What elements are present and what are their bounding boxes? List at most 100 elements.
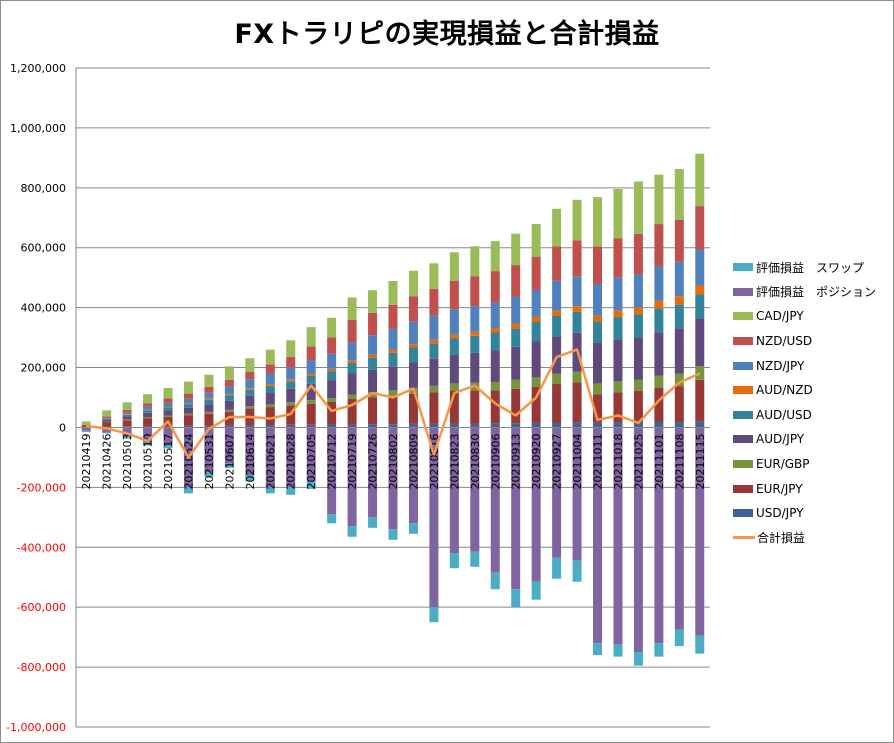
legend-item: NZD/USD	[733, 329, 876, 354]
bar-cad-jpy	[265, 349, 275, 365]
bar-cad-jpy	[408, 270, 418, 297]
bar-nzd-jpy	[368, 335, 378, 355]
bar-usd-jpy	[183, 425, 193, 428]
bar-aud-jpy	[388, 366, 398, 391]
bar-swap-loss	[122, 436, 132, 439]
bar-usd-jpy	[163, 425, 173, 428]
legend-swatch	[733, 386, 753, 395]
bar-cad-jpy	[368, 290, 378, 313]
bar-eur-jpy	[490, 390, 500, 424]
x-tick-label: 20211025	[632, 433, 645, 489]
bar-position-loss	[347, 427, 357, 527]
bar-nzd-jpy	[306, 360, 316, 374]
bar-position-loss	[306, 427, 316, 482]
bar-eur-jpy	[511, 388, 521, 424]
x-tick-label: 20210719	[346, 433, 359, 489]
bar-eur-jpy	[552, 384, 562, 423]
x-tick-label: 20210426	[101, 433, 114, 489]
x-tick-label: 20210920	[530, 433, 543, 489]
bar-eur-gbp	[204, 411, 214, 414]
bar-eur-jpy	[327, 401, 337, 425]
bar-cad-jpy	[388, 280, 398, 305]
bar-aud-jpy	[531, 341, 541, 378]
bar-nzd-jpy	[552, 280, 562, 311]
bar-aud-jpy	[286, 388, 296, 403]
bar-cad-jpy	[347, 297, 357, 320]
bar-usd-jpy	[286, 424, 296, 428]
bar-swap-loss	[102, 431, 112, 434]
bar-position-loss	[552, 427, 562, 558]
bar-eur-jpy	[531, 387, 541, 423]
bar-nzd-usd	[163, 398, 173, 403]
bar-nzd-jpy	[593, 283, 603, 316]
bar-aud-usd	[204, 399, 214, 405]
bar-usd-jpy	[572, 422, 582, 428]
bar-aud-jpy	[327, 380, 337, 399]
bar-usd-jpy	[470, 423, 480, 428]
bar-nzd-jpy	[572, 276, 582, 307]
bar-cad-jpy	[327, 317, 337, 338]
legend-swatch	[733, 312, 753, 321]
bar-swap-loss	[286, 487, 296, 495]
bar-nzd-usd	[122, 409, 132, 413]
bar-swap-loss	[327, 514, 337, 524]
bar-cad-jpy	[306, 327, 316, 347]
bar-nzd-jpy	[327, 353, 337, 369]
bar-swap-loss	[449, 553, 459, 569]
legend-item: 評価損益 ポジション	[733, 280, 876, 305]
bar-position-loss	[388, 427, 398, 530]
bar-swap-loss	[429, 607, 439, 623]
bar-nzd-jpy	[531, 289, 541, 317]
x-tick-label: 20210823	[448, 433, 461, 489]
bar-usd-jpy	[674, 422, 684, 428]
bar-aud-jpy	[654, 332, 664, 376]
bar-position-loss	[368, 427, 378, 518]
bar-aud-nzd	[286, 379, 296, 382]
bar-position-loss	[695, 427, 705, 636]
bar-eur-gbp	[368, 392, 378, 398]
bar-aud-jpy	[224, 400, 234, 410]
bar-aud-jpy	[163, 410, 173, 416]
y-tick-label: -1,000,000	[6, 721, 66, 734]
bar-aud-nzd	[552, 310, 562, 317]
bar-aud-usd	[674, 304, 684, 329]
bar-swap-loss	[265, 487, 275, 494]
bar-nzd-usd	[613, 238, 623, 278]
legend-label: CAD/JPY	[756, 309, 804, 324]
bar-eur-gbp	[572, 371, 582, 383]
bar-swap-loss	[654, 643, 664, 657]
bar-nzd-jpy	[429, 315, 439, 340]
bar-eur-gbp	[265, 404, 275, 408]
bar-swap-loss	[511, 589, 521, 608]
bar-usd-jpy	[204, 425, 214, 428]
bar-position-loss	[613, 427, 623, 645]
bar-nzd-jpy	[143, 406, 153, 410]
bar-nzd-usd	[552, 246, 562, 281]
bar-aud-usd	[245, 389, 255, 396]
bar-cad-jpy	[163, 387, 173, 399]
bar-aud-nzd	[695, 285, 705, 295]
bar-position-loss	[654, 427, 664, 644]
bar-usd-jpy	[408, 423, 418, 428]
bar-cad-jpy	[674, 168, 684, 220]
bar-aud-usd	[511, 328, 521, 347]
legend-swatch	[733, 435, 753, 444]
bar-swap-loss	[470, 551, 480, 567]
bar-position-loss	[204, 427, 214, 473]
bar-usd-jpy	[347, 424, 357, 428]
bar-eur-gbp	[552, 373, 562, 385]
bar-eur-jpy	[408, 393, 418, 424]
bar-usd-jpy	[122, 426, 132, 428]
bar-nzd-jpy	[633, 274, 643, 308]
bar-usd-jpy	[265, 425, 275, 428]
bar-cad-jpy	[81, 421, 91, 426]
bar-eur-jpy	[593, 394, 603, 423]
bar-nzd-jpy	[102, 417, 112, 419]
bar-aud-jpy	[408, 362, 418, 388]
bar-swap-loss	[163, 445, 173, 449]
bar-eur-jpy	[449, 390, 459, 424]
x-tick-label: 20210607	[223, 433, 236, 489]
bar-aud-nzd	[572, 306, 582, 312]
bar-swap-loss	[613, 644, 623, 657]
bar-aud-jpy	[511, 346, 521, 380]
